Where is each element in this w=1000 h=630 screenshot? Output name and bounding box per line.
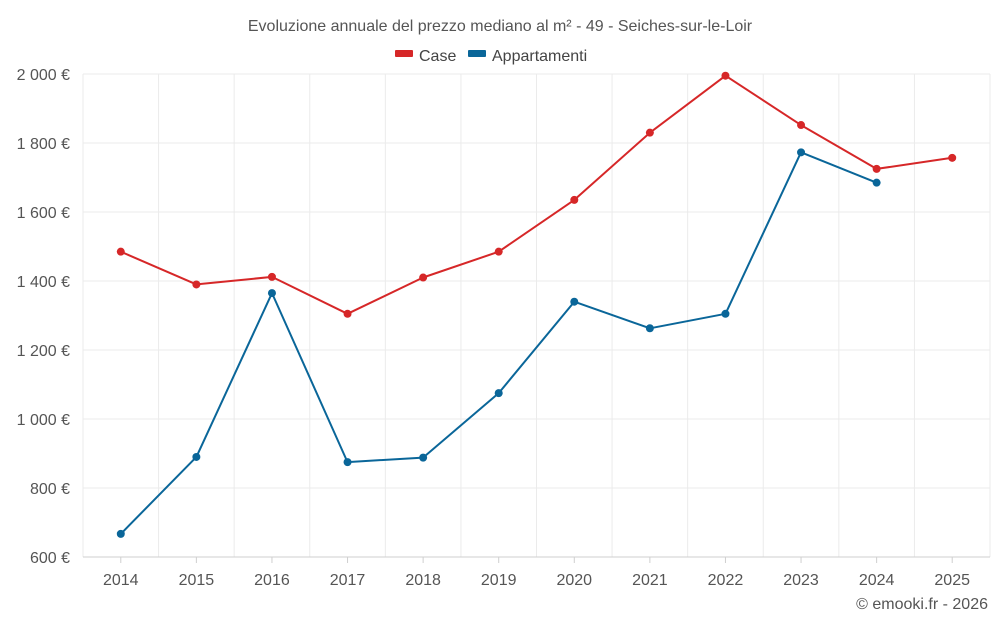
data-point-appartamenti[interactable] <box>343 458 352 467</box>
y-tick-label: 600 € <box>30 550 70 567</box>
x-tick-label: 2021 <box>632 572 668 589</box>
y-tick-label: 1 000 € <box>17 412 70 429</box>
data-point-appartamenti[interactable] <box>116 529 125 538</box>
data-point-appartamenti[interactable] <box>721 309 730 318</box>
data-point-case[interactable] <box>494 247 503 256</box>
data-point-appartamenti[interactable] <box>797 148 806 157</box>
y-tick-label: 1 200 € <box>17 343 70 360</box>
x-tick-label: 2024 <box>859 572 895 589</box>
legend-swatch-case <box>395 50 413 57</box>
data-point-appartamenti[interactable] <box>419 453 428 462</box>
legend[interactable]: Case Appartamenti <box>395 48 587 65</box>
y-tick-label: 1 400 € <box>17 274 70 291</box>
chart-title: Evoluzione annuale del prezzo mediano al… <box>248 18 753 35</box>
series-line-case <box>120 74 953 315</box>
grid <box>82 73 991 557</box>
data-point-appartamenti[interactable] <box>570 297 579 306</box>
data-point-appartamenti[interactable] <box>872 178 881 187</box>
data-point-case[interactable] <box>192 280 201 289</box>
x-tick-label: 2025 <box>934 572 970 589</box>
legend-label-case: Case <box>419 48 456 65</box>
data-point-case[interactable] <box>797 121 806 130</box>
x-tick-label: 2014 <box>103 572 139 589</box>
x-tick-label: 2022 <box>708 572 744 589</box>
data-point-appartamenti[interactable] <box>192 452 201 461</box>
x-tick-label: 2019 <box>481 572 517 589</box>
x-tick-label: 2017 <box>330 572 366 589</box>
data-point-case[interactable] <box>570 195 579 204</box>
x-tick-label: 2018 <box>405 572 441 589</box>
axes: 600 € 800 € 1 000 € 1 200 € 1 400 € 1 600 € 1 … <box>17 67 990 589</box>
y-tick-label: 1 600 € <box>17 205 70 222</box>
data-point-case[interactable] <box>419 273 428 282</box>
data-point-case[interactable] <box>116 247 125 256</box>
x-tick-label: 2023 <box>783 572 819 589</box>
legend-label-appartamenti: Appartamenti <box>492 48 587 65</box>
data-point-case[interactable] <box>721 71 730 80</box>
data-point-case[interactable] <box>645 128 654 137</box>
y-tick-label: 1 800 € <box>17 136 70 153</box>
data-point-appartamenti[interactable] <box>267 289 276 298</box>
data-point-case[interactable] <box>948 153 957 162</box>
data-point-case[interactable] <box>267 272 276 281</box>
legend-item-case[interactable]: Case <box>395 48 456 65</box>
x-tick-label: 2015 <box>179 572 215 589</box>
data-point-appartamenti[interactable] <box>645 324 654 333</box>
x-tick-label: 2020 <box>556 572 592 589</box>
y-tick-label: 800 € <box>30 481 70 498</box>
data-point-case[interactable] <box>872 164 881 173</box>
data-point-appartamenti[interactable] <box>494 389 503 398</box>
credit-text: © emooki.fr - 2026 <box>856 596 988 613</box>
series <box>116 71 957 538</box>
series-case <box>116 71 957 318</box>
series-appartamenti <box>116 148 881 538</box>
data-point-case[interactable] <box>343 309 352 318</box>
y-tick-label: 2 000 € <box>17 67 70 84</box>
x-tick-label: 2016 <box>254 572 290 589</box>
legend-swatch-appartamenti <box>468 50 486 57</box>
legend-item-appartamenti[interactable]: Appartamenti <box>468 48 587 65</box>
